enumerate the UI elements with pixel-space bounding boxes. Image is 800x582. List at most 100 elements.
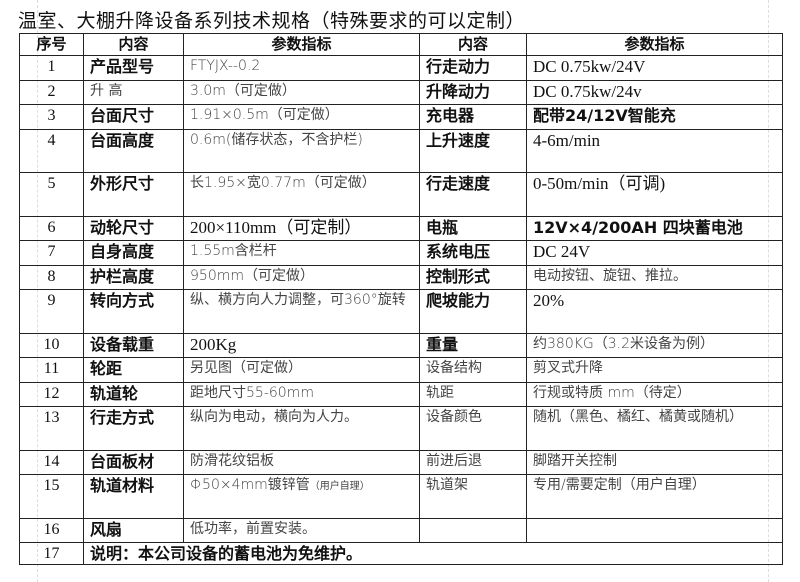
- table-row: 11 轮距 另见图（可定做） 设备结构 剪叉式升降: [19, 357, 783, 383]
- item-label: 轨距: [419, 381, 527, 407]
- row-index: 6: [19, 215, 84, 241]
- spec-value: [526, 517, 783, 543]
- spec-value: 950mm（可定做）: [183, 264, 420, 290]
- spec-value: 随机（黑色、橘红、橘黄或随机）: [526, 406, 783, 451]
- spec-value: 另见图（可定做）: [183, 357, 420, 383]
- item-label: 升 高: [83, 79, 184, 105]
- item-label: 护栏高度: [83, 264, 184, 290]
- spec-value: 行规或特质 mm（待定）: [526, 381, 783, 407]
- item-label: 电瓶: [419, 215, 527, 241]
- spec-value: 距地尺寸55-60mm: [183, 381, 420, 407]
- row-index: 8: [19, 264, 84, 290]
- item-label: 转向方式: [83, 289, 184, 334]
- row-index: 2: [19, 79, 84, 105]
- item-label: 控制形式: [419, 264, 527, 290]
- item-label: 产品型号: [83, 55, 184, 81]
- item-label: 系统电压: [419, 240, 527, 266]
- spec-value: 纵向为电动，横向为人力。: [183, 406, 420, 451]
- item-label: 轨道架: [419, 474, 527, 519]
- table-row: 1 产品型号 FTYJX--0.2 行走动力 DC 0.75kw/24V: [19, 55, 783, 81]
- spec-value: 20%: [526, 289, 783, 334]
- spec-value: 低功率，前置安装。: [183, 517, 420, 543]
- spec-value: 防滑花纹铝板: [183, 449, 420, 475]
- item-label: 动轮尺寸: [83, 215, 184, 241]
- row-index: 12: [19, 381, 84, 407]
- page-title: 温室、大棚升降设备系列技术规格（特殊要求的可以定制）: [18, 10, 526, 32]
- header-item: 内容: [83, 33, 184, 56]
- row-index: 13: [19, 406, 84, 451]
- spec-value: 脚踏开关控制: [526, 449, 783, 475]
- table-row: 15 轨道材料 Φ50×4mm镀锌管（用户自理） 轨道架 专用/需要定制（用户自理）: [19, 474, 783, 519]
- item-label: 充电器: [419, 104, 527, 130]
- spec-value: DC 24V: [526, 240, 783, 266]
- row-index: 10: [19, 332, 84, 358]
- table-row: 8 护栏高度 950mm（可定做） 控制形式 电动按钮、旋钮、推拉。: [19, 264, 783, 290]
- header-row: 序号 内容 参数指标 内容 参数指标: [19, 33, 783, 56]
- spec-value: 专用/需要定制（用户自理）: [526, 474, 783, 519]
- table-row: 6 动轮尺寸 200×110mm（可定制） 电瓶 12V×4/200AH 四块蓄电池: [19, 215, 783, 241]
- spec-value: 4-6m/min: [526, 128, 783, 173]
- item-label: 自身高度: [83, 240, 184, 266]
- spec-value: 0-50m/min（可调): [526, 172, 783, 217]
- spec-value: 12V×4/200AH 四块蓄电池: [526, 215, 783, 241]
- spec-value: 纵、横方向人力调整，可360°旋转: [183, 289, 420, 334]
- spec-value: 1.55m含栏杆: [183, 240, 420, 266]
- table-row: 7 自身高度 1.55m含栏杆 系统电压 DC 24V: [19, 240, 783, 266]
- row-index: 5: [19, 172, 84, 217]
- spec-value: FTYJX--0.2: [183, 55, 420, 81]
- table-row: 9 转向方式 纵、横方向人力调整，可360°旋转 爬坡能力 20%: [19, 289, 783, 334]
- row-index: 1: [19, 55, 84, 81]
- table-row: 5 外形尺寸 长1.95×宽0.77m（可定做） 行走速度 0-50m/min（可调): [19, 172, 783, 217]
- spec-table: 序号 内容 参数指标 内容 参数指标 1 产品型号 FTYJX--0.2 行走动力 DC 0.75…: [19, 33, 783, 565]
- table-row: 14 台面板材 防滑花纹铝板 前进后退 脚踏开关控制: [19, 449, 783, 475]
- item-label: 升降动力: [419, 79, 527, 105]
- note-text: 说明：本公司设备的蓄电池为免维护。: [83, 542, 783, 565]
- item-label: 设备结构: [419, 357, 527, 383]
- item-label: 外形尺寸: [83, 172, 184, 217]
- row-index: 17: [19, 542, 84, 565]
- spec-value: Φ50×4mm镀锌管（用户自理）: [183, 474, 420, 519]
- spec-value: 电动按钮、旋钮、推拉。: [526, 264, 783, 290]
- spec-note: （用户自理）: [309, 481, 370, 492]
- row-index: 4: [19, 128, 84, 173]
- item-label: [419, 517, 527, 543]
- table-row: 16 风扇 低功率，前置安装。: [19, 517, 783, 543]
- item-label: 爬坡能力: [419, 289, 527, 334]
- spec-value: 约380KG（3.2米设备为例）: [526, 332, 783, 358]
- row-index: 9: [19, 289, 84, 334]
- spec-value: 剪叉式升降: [526, 357, 783, 383]
- table-row: 4 台面高度 0.6m(储存状态，不含护栏) 上升速度 4-6m/min: [19, 128, 783, 173]
- row-index: 16: [19, 517, 84, 543]
- header-index: 序号: [19, 33, 84, 56]
- item-label: 设备载重: [83, 332, 184, 358]
- row-index: 15: [19, 474, 84, 519]
- table-row: 13 行走方式 纵向为电动，横向为人力。 设备颜色 随机（黑色、橘红、橘黄或随机）: [19, 406, 783, 451]
- spec-value: 长1.95×宽0.77m（可定做）: [183, 172, 420, 217]
- row-index: 3: [19, 104, 84, 130]
- row-index: 7: [19, 240, 84, 266]
- item-label: 行走方式: [83, 406, 184, 451]
- item-label: 设备颜色: [419, 406, 527, 451]
- table-row: 3 台面尺寸 1.91×0.5m（可定做） 充电器 配带24/12V智能充: [19, 104, 783, 130]
- spec-value: 200Kg: [183, 332, 420, 358]
- item-label: 台面尺寸: [83, 104, 184, 130]
- item-label: 风扇: [83, 517, 184, 543]
- spec-value: 200×110mm（可定制）: [183, 215, 420, 241]
- item-label: 上升速度: [419, 128, 527, 173]
- item-label: 轨道材料: [83, 474, 184, 519]
- header-spec-2: 参数指标: [526, 33, 783, 56]
- row-index: 11: [19, 357, 84, 383]
- item-label: 轮距: [83, 357, 184, 383]
- item-label: 重量: [419, 332, 527, 358]
- spec-value: 配带24/12V智能充: [526, 104, 783, 130]
- header-item-2: 内容: [419, 33, 527, 56]
- item-label: 轨道轮: [83, 381, 184, 407]
- spec-value: 0.6m(储存状态，不含护栏): [183, 128, 420, 173]
- note-row: 17 说明：本公司设备的蓄电池为免维护。: [19, 542, 783, 565]
- item-label: 行走速度: [419, 172, 527, 217]
- item-label: 前进后退: [419, 449, 527, 475]
- spec-value: DC 0.75kw/24v: [526, 79, 783, 105]
- table-row: 10 设备载重 200Kg 重量 约380KG（3.2米设备为例）: [19, 332, 783, 358]
- row-index: 14: [19, 449, 84, 475]
